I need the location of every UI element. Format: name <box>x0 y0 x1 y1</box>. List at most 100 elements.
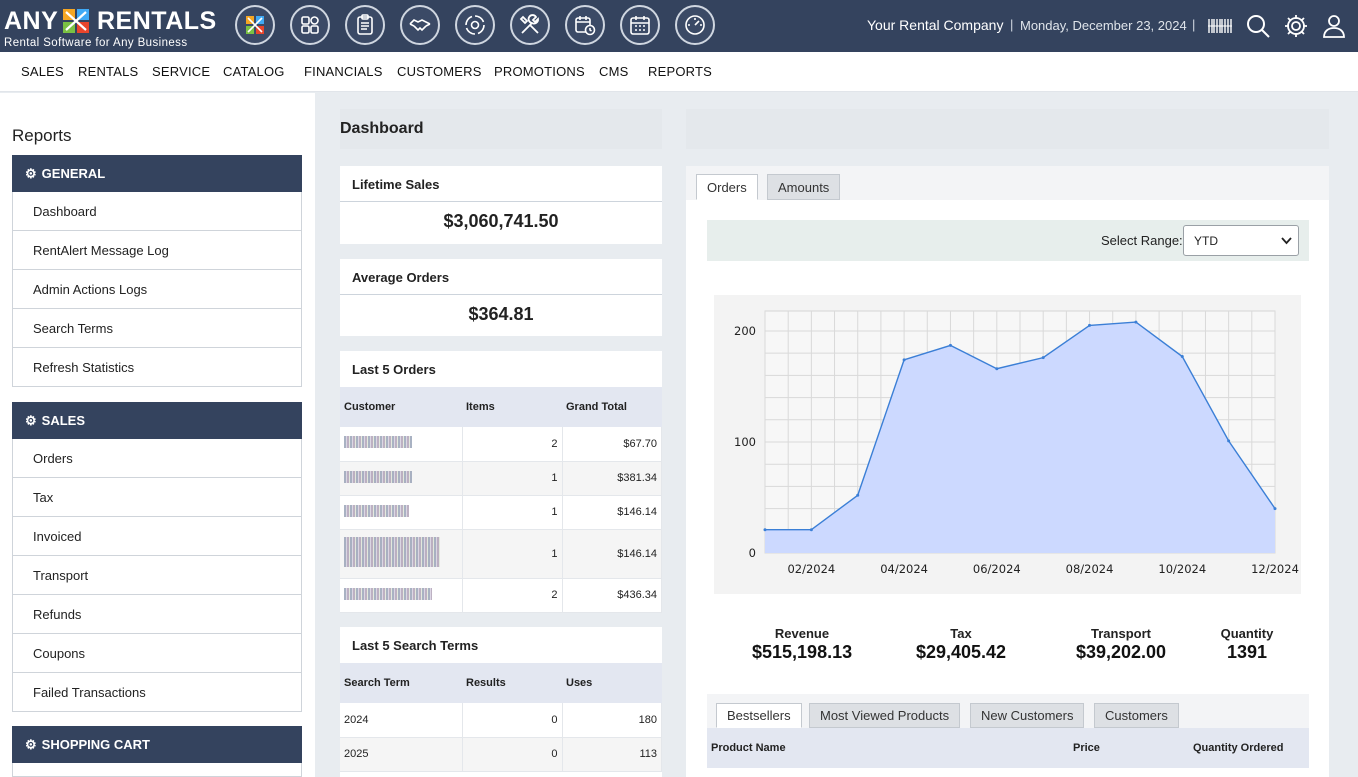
header-separator: | <box>1192 17 1196 32</box>
nav-sales[interactable]: SALES <box>21 64 64 79</box>
grid-icon[interactable] <box>290 5 330 45</box>
sidebar-item-admin-actions[interactable]: Admin Actions Logs <box>12 270 302 309</box>
tab-most-viewed[interactable]: Most Viewed Products <box>809 703 961 728</box>
nav-financials[interactable]: FINANCIALS <box>304 64 383 79</box>
sidebar-section-sales[interactable]: ⚙ SALES <box>12 402 302 439</box>
sidebar-section-general[interactable]: ⚙ GENERAL <box>12 155 302 192</box>
column-header[interactable]: Product Name <box>711 742 786 754</box>
gear-icon[interactable] <box>1282 12 1310 40</box>
sidebar-item-refunds[interactable]: Refunds <box>12 595 302 634</box>
redacted-name <box>344 537 440 567</box>
results-cell: 0 <box>462 703 563 738</box>
orders-area-chart: 0 100 200 02/2024 04/2024 06/2024 08/2024 10/20… <box>734 310 1299 576</box>
sidebar-item-invoiced[interactable]: Invoiced <box>12 517 302 556</box>
table-row[interactable]: 1 $381.34 <box>340 461 662 496</box>
card-title: Average Orders <box>340 259 662 295</box>
tab-new-customers[interactable]: New Customers <box>970 703 1085 728</box>
handshake-icon[interactable] <box>400 5 440 45</box>
sidebar-section-shopping-cart[interactable]: ⚙ SHOPPING CART <box>12 726 302 763</box>
categories-icon[interactable] <box>235 5 275 45</box>
calendar-clock-icon[interactable] <box>565 5 605 45</box>
barcode-icon[interactable] <box>1206 12 1234 40</box>
tools-icon[interactable] <box>510 5 550 45</box>
data-point <box>809 528 813 532</box>
stat-value: 1391 <box>1226 642 1268 662</box>
nav-reports[interactable]: REPORTS <box>648 64 713 79</box>
nav-customers[interactable]: CUSTOMERS <box>397 64 482 79</box>
stat-quantity: Quantity 1391 <box>1214 626 1280 663</box>
page-title: Dashboard <box>340 120 424 137</box>
tab-amounts[interactable]: Amounts <box>767 174 841 200</box>
stat-value: $39,202.00 <box>1075 642 1167 662</box>
sidebar-item-refresh-stats[interactable]: Refresh Statistics <box>12 348 302 387</box>
sidebar-item-orders[interactable]: Orders <box>12 439 302 478</box>
card-title: Last 5 Orders <box>352 362 436 377</box>
data-point <box>1088 323 1092 327</box>
lifetime-sales-card: Lifetime Sales $3,060,741.50 <box>340 166 662 244</box>
column-header[interactable]: Grand Total <box>562 387 662 427</box>
logo-word-any: ANY <box>4 7 59 35</box>
column-header[interactable]: Price <box>1073 742 1100 754</box>
results-cell: 0 <box>462 737 563 772</box>
clipboard-icon[interactable] <box>345 5 385 45</box>
calendar-icon[interactable] <box>620 5 660 45</box>
nav-service[interactable]: SERVICE <box>152 64 211 79</box>
table-row[interactable]: 2024 0 180 <box>340 703 662 738</box>
chevron-down-icon <box>1281 237 1292 245</box>
redacted-name <box>344 504 409 517</box>
table-row[interactable]: 2 $67.70 <box>340 427 662 462</box>
sidebar-item-partial[interactable] <box>12 763 302 777</box>
column-header[interactable]: Results <box>462 663 562 703</box>
sidebar-item-dashboard[interactable]: Dashboard <box>12 192 302 231</box>
data-point <box>1273 507 1277 511</box>
range-bar: Select Range: YTD <box>707 220 1309 261</box>
sidebar-item-rentalert-log[interactable]: RentAlert Message Log <box>12 231 302 270</box>
settings-cycle-icon[interactable] <box>455 5 495 45</box>
range-select-value: YTD <box>1194 234 1218 248</box>
column-header[interactable]: Uses <box>562 663 662 703</box>
table-row[interactable]: 1 $146.14 <box>340 529 662 579</box>
uses-cell: 180 <box>562 703 662 738</box>
lifetime-sales-value: $3,060,741.50 <box>443 211 559 231</box>
last-search-terms-card: Last 5 Search Terms Search Term Results … <box>340 627 662 777</box>
nav-promotions[interactable]: PROMOTIONS <box>494 64 585 79</box>
column-header[interactable]: Items <box>462 387 562 427</box>
nav-catalog[interactable]: CATALOG <box>223 64 285 79</box>
data-point <box>1180 355 1184 359</box>
top-bar: ANY RENTALS Rental Software for Any Busi… <box>0 0 1358 52</box>
brand-logo[interactable]: ANY RENTALS Rental Software for Any Busi… <box>4 6 216 50</box>
tab-orders[interactable]: Orders <box>696 174 758 200</box>
table-row[interactable]: 2 $436.34 <box>340 578 662 613</box>
range-select[interactable]: YTD <box>1183 225 1299 256</box>
sidebar-item-tax[interactable]: Tax <box>12 478 302 517</box>
section-label: GENERAL <box>41 166 106 181</box>
sidebar-item-coupons[interactable]: Coupons <box>12 634 302 673</box>
table-row[interactable]: 2025 0 113 <box>340 737 662 772</box>
sidebar-item-failed-transactions[interactable]: Failed Transactions <box>12 673 302 712</box>
average-orders-value: $364.81 <box>468 304 534 324</box>
sidebar-item-search-terms[interactable]: Search Terms <box>12 309 302 348</box>
stat-label: Quantity <box>1220 626 1274 641</box>
user-icon[interactable] <box>1320 12 1348 40</box>
nav-rentals[interactable]: RENTALS <box>78 64 139 79</box>
dashboard-header: Dashboard <box>340 109 662 149</box>
stat-transport: Transport $39,202.00 <box>1068 626 1174 663</box>
customer-cell <box>340 427 463 462</box>
tab-customers[interactable]: Customers <box>1094 703 1179 728</box>
gauge-icon[interactable] <box>675 5 715 45</box>
items-cell: 1 <box>462 529 563 579</box>
column-header[interactable]: Search Term <box>340 663 462 703</box>
search-icon[interactable] <box>1244 12 1272 40</box>
orders-panel: Orders Amounts Select Range: YTD 0 100 200… <box>686 166 1329 777</box>
header-date: Monday, December 23, 2024 <box>1020 18 1187 33</box>
table-row[interactable]: 1 $146.14 <box>340 495 662 530</box>
nav-cms[interactable]: CMS <box>599 64 629 79</box>
series-area <box>765 322 1275 553</box>
column-header[interactable]: Quantity Ordered <box>1193 742 1284 754</box>
card-title: Lifetime Sales <box>340 166 662 202</box>
column-header[interactable]: Customer <box>340 387 462 427</box>
tab-bestsellers[interactable]: Bestsellers <box>716 703 802 728</box>
company-name[interactable]: Your Rental Company <box>867 17 1004 33</box>
sidebar-item-transport[interactable]: Transport <box>12 556 302 595</box>
logo-mark-icon <box>63 9 89 33</box>
